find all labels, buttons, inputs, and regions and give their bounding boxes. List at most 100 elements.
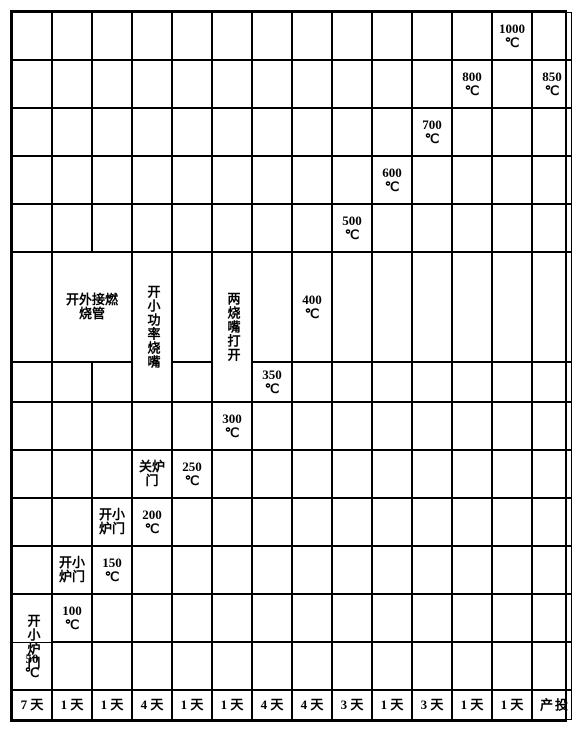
empty-cell <box>132 156 172 204</box>
empty-cell <box>252 642 292 690</box>
temp-50: 50℃ <box>12 642 52 690</box>
empty-cell <box>332 546 372 594</box>
empty-cell <box>92 402 132 450</box>
empty-cell <box>252 156 292 204</box>
empty-cell <box>372 594 412 642</box>
empty-cell <box>492 362 532 402</box>
empty-cell <box>12 156 52 204</box>
day-1e: 1 天 <box>372 690 412 720</box>
empty-cell <box>132 204 172 252</box>
empty-cell <box>52 362 92 402</box>
empty-cell <box>52 402 92 450</box>
day-3b: 3 天 <box>412 690 452 720</box>
day-1c: 1 天 <box>172 690 212 720</box>
empty-cell <box>332 108 372 156</box>
empty-cell <box>292 546 332 594</box>
empty-cell <box>332 642 372 690</box>
empty-cell <box>412 498 452 546</box>
empty-cell <box>92 642 132 690</box>
empty-cell <box>12 450 52 498</box>
empty-cell <box>172 12 212 60</box>
empty-cell <box>452 12 492 60</box>
empty-cell <box>412 594 452 642</box>
empty-cell <box>452 642 492 690</box>
empty-cell <box>212 642 252 690</box>
empty-cell <box>292 362 332 402</box>
day-1d: 1 天 <box>212 690 252 720</box>
empty-cell <box>92 12 132 60</box>
empty-cell <box>52 498 92 546</box>
label-close-door: 关炉门 <box>132 450 172 498</box>
day-7: 7 天 <box>12 690 52 720</box>
temp-250: 250℃ <box>172 450 212 498</box>
empty-cell <box>172 108 212 156</box>
empty-cell <box>172 594 212 642</box>
empty-cell <box>292 12 332 60</box>
label-open-door-a: 开小炉门 <box>92 498 132 546</box>
label-open-door-b: 开小炉门 <box>52 546 92 594</box>
empty-cell <box>332 594 372 642</box>
empty-cell <box>412 362 452 402</box>
empty-cell <box>292 450 332 498</box>
empty-cell <box>92 204 132 252</box>
empty-cell <box>92 60 132 108</box>
empty-cell <box>92 156 132 204</box>
empty-cell <box>332 12 372 60</box>
empty-cell <box>452 362 492 402</box>
empty-cell <box>412 204 452 252</box>
day-4a: 4 天 <box>132 690 172 720</box>
empty-cell <box>12 108 52 156</box>
empty-cell <box>412 546 452 594</box>
empty-cell <box>132 594 172 642</box>
empty-cell <box>492 642 532 690</box>
empty-cell <box>372 252 412 362</box>
empty-cell <box>532 546 572 594</box>
empty-cell <box>372 12 412 60</box>
empty-cell <box>292 402 332 450</box>
empty-cell <box>12 12 52 60</box>
empty-cell <box>292 594 332 642</box>
label-small-power-burner: 开小功率烧嘴 <box>132 252 172 402</box>
empty-cell <box>212 204 252 252</box>
empty-cell <box>292 108 332 156</box>
empty-cell <box>92 362 132 402</box>
empty-cell <box>492 402 532 450</box>
empty-cell <box>252 546 292 594</box>
empty-cell <box>92 594 132 642</box>
empty-cell <box>292 642 332 690</box>
empty-cell <box>12 546 52 594</box>
empty-cell <box>372 450 412 498</box>
empty-cell <box>52 156 92 204</box>
empty-cell <box>52 108 92 156</box>
day-1a: 1 天 <box>52 690 92 720</box>
empty-cell <box>132 642 172 690</box>
empty-cell <box>372 204 412 252</box>
empty-cell <box>92 108 132 156</box>
empty-cell <box>452 252 492 362</box>
empty-cell <box>12 60 52 108</box>
empty-cell <box>52 12 92 60</box>
empty-cell <box>532 204 572 252</box>
empty-cell <box>172 642 212 690</box>
empty-cell <box>412 252 452 362</box>
temp-200: 200℃ <box>132 498 172 546</box>
empty-cell <box>252 12 292 60</box>
empty-cell <box>132 108 172 156</box>
empty-cell <box>172 252 212 362</box>
empty-cell <box>172 204 212 252</box>
empty-cell <box>532 450 572 498</box>
empty-cell <box>292 204 332 252</box>
empty-cell <box>532 594 572 642</box>
empty-cell <box>412 12 452 60</box>
empty-cell <box>492 594 532 642</box>
temp-700: 700℃ <box>412 108 452 156</box>
empty-cell <box>252 450 292 498</box>
empty-cell <box>372 642 412 690</box>
day-1b: 1 天 <box>92 690 132 720</box>
temp-100: 100℃ <box>52 594 92 642</box>
empty-cell <box>252 402 292 450</box>
label-both-burners-open: 两烧嘴打开 <box>212 252 252 402</box>
empty-cell <box>532 362 572 402</box>
empty-cell <box>172 156 212 204</box>
empty-cell <box>412 156 452 204</box>
